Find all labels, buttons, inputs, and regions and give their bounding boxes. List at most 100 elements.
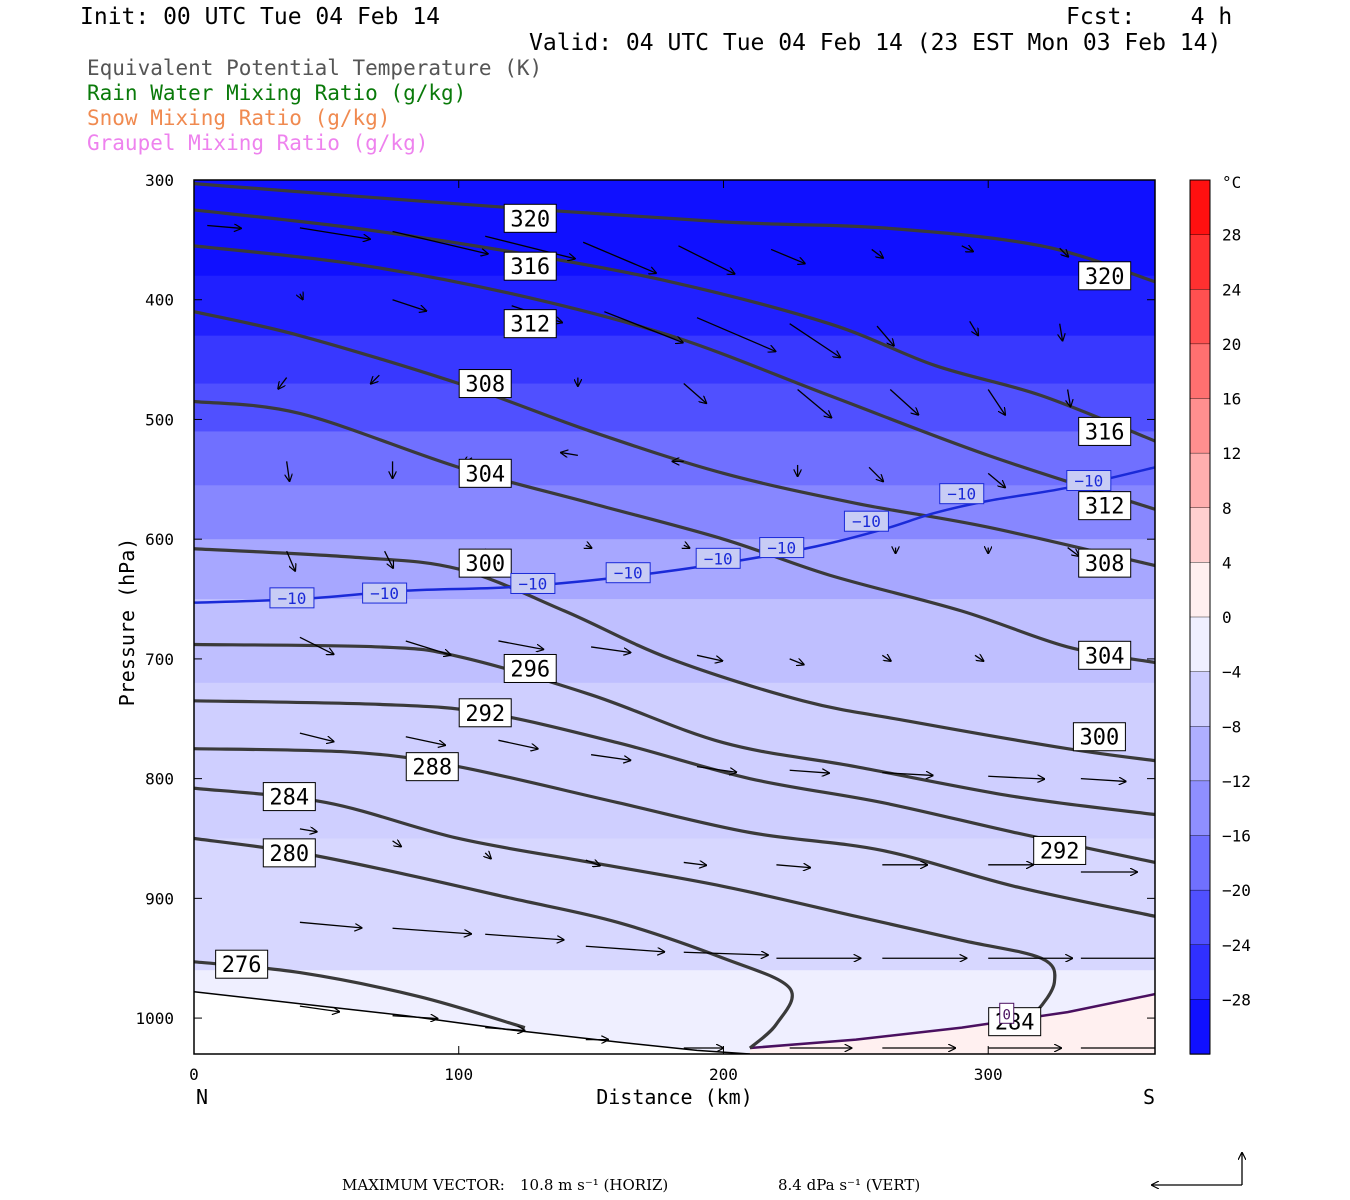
isotherm-label-box [510, 572, 556, 594]
field-label-theta-e: Equivalent Potential Temperature (K) [87, 56, 543, 80]
theta-e-label-box [1078, 416, 1132, 446]
colorbar-tick-label: 4 [1222, 553, 1232, 572]
max-vector-vert: 8.4 dPa s⁻¹ (VERT) [778, 1176, 921, 1194]
colorbar-tick-label: 12 [1222, 444, 1241, 463]
wind-vector [299, 227, 370, 239]
theta-e-line-284 [194, 786, 1057, 1026]
wind-vector [485, 933, 563, 940]
wind-vector [770, 248, 805, 263]
wind-vector [591, 754, 630, 761]
wind-vector [299, 1005, 339, 1012]
wind-vector [868, 466, 883, 481]
colorbar-frame [1189, 179, 1211, 1055]
isotherm-label: −10 [370, 584, 399, 603]
theta-e-label: 300 [465, 552, 505, 577]
theta-e-label: 292 [1040, 839, 1080, 864]
wind-vector [371, 374, 380, 383]
theta-e-label: 276 [222, 953, 262, 978]
y-tick-label: 800 [145, 770, 174, 789]
wind-vector [683, 383, 706, 404]
wind-vector [300, 294, 303, 300]
wind-vector [591, 646, 630, 653]
theta-e-line-300 [194, 547, 1155, 763]
wind-vector [287, 461, 290, 481]
theta-e-label-box [503, 251, 557, 281]
colorbar-tick-label: 0 [1222, 608, 1232, 627]
theta-e-label: 320 [510, 207, 550, 232]
isotherm-label-box [843, 510, 889, 532]
isotherm-label: −10 [1074, 472, 1103, 491]
theta-e-line-292 [194, 699, 1155, 865]
wind-vector [988, 776, 1044, 779]
colorbar-swatch [1189, 944, 1211, 1001]
terrain-fill [194, 991, 1155, 1054]
theta-e-label-box [458, 548, 512, 578]
colorbar-tick-label: −4 [1222, 663, 1241, 682]
colorbar-tick-label: 20 [1222, 335, 1241, 354]
wind-vector [384, 550, 393, 568]
field-label-snow: Snow Mixing Ratio (g/kg) [87, 106, 391, 130]
x-tick-label: 100 [444, 1065, 473, 1084]
wind-vector [1060, 323, 1063, 341]
isotherm-label: −10 [704, 549, 733, 568]
wind-vector [405, 736, 445, 745]
plot-frame [193, 179, 1156, 1055]
theta-e-label: 308 [1085, 552, 1125, 577]
wind-vector [485, 235, 575, 258]
wind-vectors [207, 225, 1155, 1048]
theta-e-label-box [405, 752, 459, 782]
wind-vector [776, 865, 810, 868]
theta-e-label-box [503, 653, 557, 683]
colorbar-swatch [1189, 671, 1211, 727]
x-end-label-right: S [1143, 1085, 1155, 1109]
y-tick-label: 700 [145, 650, 174, 669]
x-end-label-left: N [196, 1085, 208, 1109]
temp-band-9 [194, 838, 1155, 972]
y-tick-label: 900 [145, 889, 174, 908]
theta-e-line-320 [194, 181, 1155, 284]
theta-e-label: 304 [1085, 644, 1125, 669]
isotherm-label-box [1066, 470, 1112, 492]
freezing-contour [749, 992, 1155, 1054]
theta-e-label-box [262, 782, 316, 812]
wind-vector [1059, 247, 1068, 256]
wind-vector [974, 655, 983, 661]
theta-e-line-316 [194, 208, 1155, 443]
theta-e-label-box [262, 838, 316, 868]
reference-vector-icon [1152, 1153, 1242, 1185]
x-axis-title: Distance (km) [596, 1085, 753, 1109]
wind-vector [871, 248, 883, 257]
wind-vector [987, 472, 1005, 487]
theta-e-label-box [1078, 640, 1132, 670]
colorbar-swatch [1189, 616, 1211, 673]
field-label-graupel: Graupel Mixing Ratio (g/kg) [87, 131, 429, 155]
theta-e-label: 292 [465, 702, 505, 727]
colorbar-swatch [1189, 780, 1211, 837]
temp-band-3 [194, 383, 1155, 433]
colorbar-tick-label: 8 [1222, 499, 1232, 518]
temp-band-7 [194, 599, 1155, 684]
theta-e-label-box [1078, 491, 1132, 521]
colorbar-swatch [1189, 398, 1211, 454]
wind-vector [889, 389, 918, 415]
theta-e-label-box [458, 698, 512, 728]
wind-vector [876, 325, 894, 346]
isotherm-label-box [759, 537, 805, 559]
theta-e-label-box [503, 203, 557, 233]
theta-e-label-box [503, 309, 557, 339]
wind-vector [789, 323, 840, 358]
theta-e-label: 304 [465, 462, 505, 487]
forecast-hour: Fcst: 4 h [1066, 4, 1233, 30]
theta-e-label-box [1078, 261, 1132, 291]
wind-vector [1067, 547, 1079, 556]
theta-e-label-box [458, 369, 512, 399]
wind-vector [678, 245, 734, 274]
isotherm-label: −10 [518, 574, 547, 593]
theta-e-line-304 [194, 399, 1155, 665]
y-tick-label: 1000 [135, 1009, 174, 1028]
wind-vector [881, 655, 890, 661]
colorbar-tick-label: 24 [1222, 280, 1241, 299]
colorbar-swatch [1189, 289, 1211, 345]
wind-vector [696, 654, 722, 661]
